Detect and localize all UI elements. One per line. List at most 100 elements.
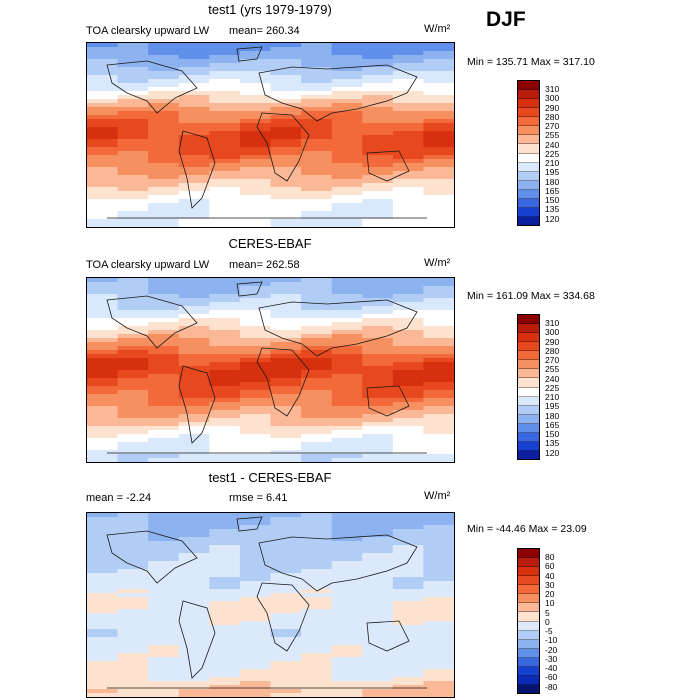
field-cell <box>239 378 272 383</box>
field-cell <box>87 211 119 216</box>
field-cell <box>270 147 302 152</box>
field-cell <box>362 290 394 295</box>
field-cell <box>362 589 394 594</box>
field-cell <box>239 406 272 411</box>
field-cell <box>148 422 180 427</box>
continent-outline <box>256 112 310 182</box>
field-cell <box>362 414 394 419</box>
field-cell <box>87 669 119 674</box>
field-cell <box>117 458 149 462</box>
field-cell <box>209 79 241 84</box>
field-cell <box>209 669 241 674</box>
season-label: DJF <box>486 8 526 31</box>
field-cell <box>87 99 119 104</box>
field-cell <box>362 378 394 383</box>
field-cell <box>209 298 241 303</box>
field-cell <box>362 171 394 176</box>
field-cell <box>331 625 363 630</box>
field-cell <box>301 211 333 216</box>
field-cell <box>331 302 363 307</box>
field-cell <box>148 645 180 650</box>
field-cell <box>301 79 333 84</box>
field-cell <box>392 163 425 168</box>
field-cell <box>209 521 241 526</box>
field-cell <box>392 219 425 224</box>
field-cell <box>209 665 241 670</box>
field-cell <box>362 426 394 431</box>
field-cell <box>270 386 302 391</box>
field-cell <box>362 155 394 160</box>
field-cell <box>178 450 210 455</box>
field-cell <box>209 585 241 590</box>
field-cell <box>148 47 180 52</box>
field-cell <box>239 641 272 646</box>
field-cell <box>423 569 454 574</box>
field-cell <box>178 414 210 419</box>
field-cell <box>148 135 180 140</box>
field-cell <box>423 71 454 76</box>
field-cell <box>301 529 333 534</box>
field-cell <box>239 661 272 666</box>
field-cell <box>423 430 454 435</box>
field-cell <box>331 310 363 315</box>
field-cell <box>87 593 119 598</box>
field-cell <box>87 342 119 347</box>
field-cell <box>270 71 302 76</box>
field-cell <box>331 191 363 196</box>
field-cell <box>301 665 333 670</box>
field-cell <box>270 410 302 415</box>
field-cell <box>148 446 180 451</box>
field-cell <box>331 545 363 550</box>
field-cell <box>331 79 363 84</box>
field-cell <box>87 79 119 84</box>
field-cell <box>301 302 333 307</box>
field-cell <box>239 139 272 144</box>
field-cell <box>392 330 425 335</box>
field-cell <box>362 135 394 140</box>
field-cell <box>423 446 454 451</box>
field-cell <box>117 649 149 654</box>
field-cell <box>423 290 454 295</box>
field-cell <box>239 629 272 634</box>
field-cell <box>209 446 241 451</box>
field-cell <box>148 63 180 68</box>
field-cell <box>301 83 333 88</box>
field-cell <box>301 406 333 411</box>
colorbar-swatch <box>518 99 539 109</box>
field-cell <box>331 426 363 431</box>
field-cell <box>331 661 363 666</box>
field-cell <box>270 223 302 227</box>
field-cell <box>301 115 333 120</box>
field-cell <box>117 302 149 307</box>
field-cell <box>239 581 272 586</box>
field-cell <box>148 330 180 335</box>
colorbar-tick-label: 180 <box>545 176 560 187</box>
field-cell <box>392 653 425 658</box>
field-cell <box>148 334 180 339</box>
field-cell <box>117 434 149 439</box>
field-cell <box>270 693 302 697</box>
colorbar-tick-label: -40 <box>545 663 558 673</box>
field-cell <box>178 59 210 64</box>
field-cell <box>117 450 149 455</box>
field-cell <box>331 350 363 355</box>
field-cell <box>392 529 425 534</box>
field-cell <box>301 119 333 124</box>
field-cell <box>239 51 272 56</box>
field-cell <box>87 51 119 56</box>
field-cell <box>331 175 363 180</box>
field-cell <box>362 693 394 697</box>
field-cell <box>331 577 363 582</box>
field-cell <box>301 354 333 359</box>
field-cell <box>178 207 210 212</box>
field-cell <box>239 645 272 650</box>
field-cell <box>239 513 272 518</box>
field-cell <box>423 382 454 387</box>
field-cell <box>301 513 333 518</box>
field-cell <box>270 442 302 447</box>
colorbar-tick-label: -10 <box>545 635 558 646</box>
field-cell <box>301 645 333 650</box>
field-cell <box>270 318 302 323</box>
field-cell <box>239 59 272 64</box>
field-cell <box>301 135 333 140</box>
